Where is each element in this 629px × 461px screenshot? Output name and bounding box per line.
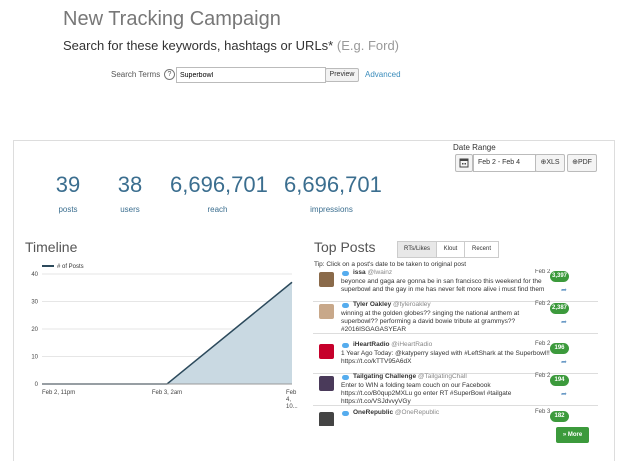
twitter-icon: [342, 375, 349, 380]
post-text: winning at the golden globes?? singing t…: [341, 310, 520, 333]
twitter-icon: [342, 343, 349, 348]
x-tick-label: Feb 3, 2am: [152, 390, 182, 396]
search-input[interactable]: [176, 67, 326, 83]
post-date[interactable]: Feb 2: [535, 341, 551, 347]
avatar[interactable]: [319, 304, 334, 319]
search-terms-label: Search Terms: [111, 70, 161, 79]
twitter-icon: [342, 411, 349, 416]
legend-swatch: [42, 265, 54, 268]
post-item: issa @lwainz Feb 2 3,397 beyonce and gag…: [313, 269, 598, 302]
xls-export-button[interactable]: ⊕XLS: [535, 154, 565, 172]
post-date[interactable]: Feb 2: [535, 301, 551, 307]
pdf-export-button[interactable]: ⊕PDF: [567, 154, 597, 172]
calendar-button[interactable]: [455, 154, 473, 172]
share-icon[interactable]: ➦: [561, 359, 567, 366]
y-tick-label: 40: [31, 272, 38, 278]
x-tick-label: 10...: [286, 404, 298, 410]
avatar[interactable]: [319, 376, 334, 391]
stat-reach-label: reach: [207, 205, 228, 214]
x-tick-label: 4,: [286, 397, 291, 403]
engagement-badge: 2,387: [550, 303, 569, 314]
timeline-title: Timeline: [25, 239, 78, 255]
preview-button[interactable]: Preview: [325, 68, 359, 82]
post-text: 1 Year Ago Today: @katyperry slayed with…: [341, 350, 550, 365]
y-tick-label: 20: [31, 327, 38, 333]
post-date[interactable]: Feb 3: [535, 409, 551, 415]
stat-posts-label: posts: [58, 205, 78, 214]
stat-impressions-value: 6,696,701: [284, 172, 382, 197]
twitter-icon: [342, 271, 349, 276]
y-tick-label: 10: [31, 355, 38, 361]
avatar[interactable]: [319, 344, 334, 359]
page-title: New Tracking Campaign: [63, 8, 281, 30]
engagement-badge: 3,397: [550, 271, 569, 282]
post-author[interactable]: OneRepublic @OneRepublic: [353, 409, 440, 416]
share-icon[interactable]: ➦: [561, 287, 567, 294]
x-tick-label: Feb 2, 11pm: [42, 390, 75, 396]
avatar[interactable]: [319, 272, 334, 287]
chart-legend[interactable]: # of Posts: [42, 264, 84, 270]
post-author[interactable]: Tyler Oakley @tyleroakley: [353, 301, 431, 308]
post-author[interactable]: Tailgating Challenge @TailgatingChall: [353, 373, 467, 380]
date-range-field[interactable]: Feb 2 - Feb 4: [473, 154, 536, 172]
x-tick-label: Feb: [286, 390, 297, 396]
tab-rts-likes[interactable]: RTs/Likes: [397, 241, 437, 258]
download-icon: ⊕: [540, 159, 547, 166]
tip-text: Tip: Click on a post's date to be taken …: [314, 261, 467, 268]
post-text: Enter to WIN a folding team couch on our…: [341, 382, 512, 405]
post-author[interactable]: issa @lwainz: [353, 269, 393, 276]
post-author[interactable]: iHeartRadio @iHeartRadio: [353, 341, 433, 348]
y-tick-label: 0: [35, 382, 39, 388]
dashboard-panel: [13, 140, 615, 461]
stat-posts-value: 39: [55, 172, 81, 197]
subtitle-example: (E.g. Ford): [336, 38, 399, 53]
help-icon[interactable]: ?: [164, 69, 175, 80]
post-item: OneRepublic @OneRepublic Feb 3 182: [313, 409, 598, 426]
stat-reach-value: 6,696,701: [170, 172, 268, 197]
post-item: Tyler Oakley @tyleroakley Feb 2 2,387 wi…: [313, 301, 598, 334]
twitter-icon: [342, 303, 349, 308]
stat-impressions-label: impressions: [310, 205, 353, 214]
post-date[interactable]: Feb 2: [535, 269, 551, 275]
avatar[interactable]: [319, 412, 334, 426]
top-posts-title: Top Posts: [314, 239, 376, 255]
share-icon[interactable]: ➦: [561, 391, 567, 398]
stat-users-value: 38: [117, 172, 143, 197]
engagement-badge: 182: [550, 411, 569, 422]
top-posts-list: issa @lwainz Feb 2 3,397 beyonce and gag…: [313, 269, 598, 426]
engagement-badge: 196: [550, 343, 569, 354]
series-area: [42, 282, 292, 384]
share-icon[interactable]: ➦: [561, 319, 567, 326]
advanced-link[interactable]: Advanced: [365, 70, 401, 79]
engagement-badge: 194: [550, 375, 569, 386]
y-tick-label: 30: [31, 300, 38, 306]
download-icon: ⊕: [572, 159, 578, 166]
post-item: iHeartRadio @iHeartRadio Feb 2 196 1 Yea…: [313, 341, 598, 374]
stat-users-label: users: [120, 205, 140, 214]
tab-recent[interactable]: Recent: [464, 241, 499, 258]
date-range-label: Date Range: [453, 143, 496, 152]
more-button[interactable]: » More: [556, 427, 589, 443]
calendar-icon: [459, 158, 469, 168]
post-text: beyonce and gaga are gonna be in san fra…: [341, 278, 545, 293]
tab-klout[interactable]: Klout: [436, 241, 465, 258]
post-item: Tailgating Challenge @TailgatingChall Fe…: [313, 373, 598, 406]
post-date[interactable]: Feb 2: [535, 373, 551, 379]
page-subtitle: Search for these keywords, hashtags or U…: [63, 38, 399, 53]
